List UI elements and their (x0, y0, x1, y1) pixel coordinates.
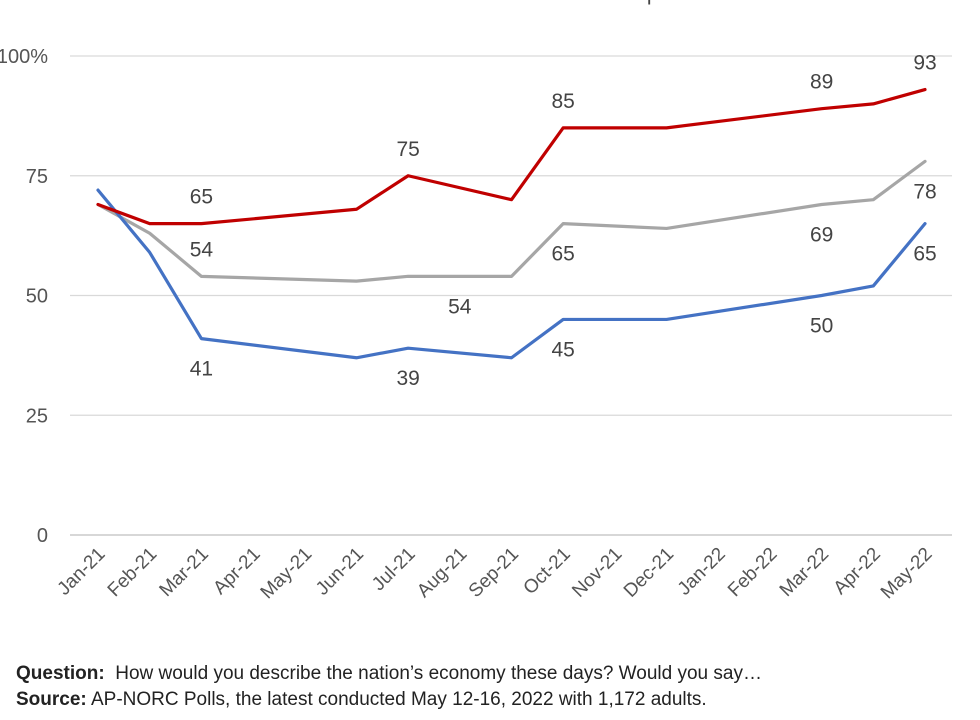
x-tick-label: Jan-21 (54, 544, 110, 600)
x-tick-label: Aug-21 (413, 544, 471, 602)
source-label: Source: (16, 689, 87, 710)
data-label: 89 (810, 71, 833, 94)
data-label: 65 (190, 186, 213, 209)
line-chart: 0255075100%Jan-21Feb-21Mar-21Apr-21May-2… (0, 0, 952, 604)
question-line: Question: How would you describe the nat… (16, 661, 762, 687)
x-tick-label: Jan-22 (674, 544, 730, 600)
data-label: 78 (913, 180, 936, 203)
y-tick-label: 0 (37, 525, 48, 547)
y-tick-label: 75 (26, 166, 48, 188)
legend-label: Republican (620, 0, 725, 5)
x-tick-label: Jul-21 (368, 544, 419, 595)
legend-label: Overall (270, 0, 337, 5)
data-label: 45 (552, 338, 575, 361)
x-tick-label: Dec-21 (620, 544, 678, 602)
x-tick-label: May-21 (257, 544, 317, 604)
x-tick-label: May-22 (877, 544, 937, 604)
data-label: 54 (448, 295, 472, 318)
data-label: 65 (913, 243, 936, 266)
x-tick-label: Sep-21 (465, 544, 523, 602)
data-label: 50 (810, 315, 833, 338)
question-label: Question: (16, 663, 105, 684)
x-tick-label: Oct-21 (520, 544, 575, 599)
data-label: 65 (552, 243, 575, 266)
x-tick-label: Apr-21 (209, 544, 264, 599)
series-line (96, 188, 927, 360)
x-tick-label: Jun-21 (312, 544, 368, 600)
series-line (96, 159, 927, 283)
x-tick-label: Nov-21 (568, 544, 626, 602)
question-text: How would you describe the nation’s econ… (115, 663, 762, 684)
x-tick-label: Apr-22 (830, 544, 885, 599)
data-label: 69 (810, 223, 833, 246)
source-line: Source: AP-NORC Polls, the latest conduc… (16, 687, 762, 713)
data-label: 85 (552, 90, 575, 113)
data-label: 39 (396, 367, 419, 390)
x-tick-label: Mar-21 (156, 544, 213, 601)
source-text: AP-NORC Polls, the latest conducted May … (90, 689, 707, 710)
y-tick-label: 100% (0, 46, 48, 68)
chart-footer: Question: How would you describe the nat… (16, 661, 762, 713)
y-tick-label: 50 (26, 286, 48, 308)
data-label: 54 (190, 238, 214, 261)
y-tick-label: 25 (26, 405, 48, 427)
x-tick-label: Feb-22 (724, 544, 781, 601)
legend-label: Democrat (428, 0, 519, 5)
series-line (96, 87, 927, 226)
data-label: 41 (190, 358, 213, 381)
x-tick-label: Feb-21 (104, 544, 161, 601)
data-label: 75 (396, 138, 419, 161)
data-label: 93 (913, 52, 936, 75)
x-tick-label: Mar-22 (776, 544, 833, 601)
